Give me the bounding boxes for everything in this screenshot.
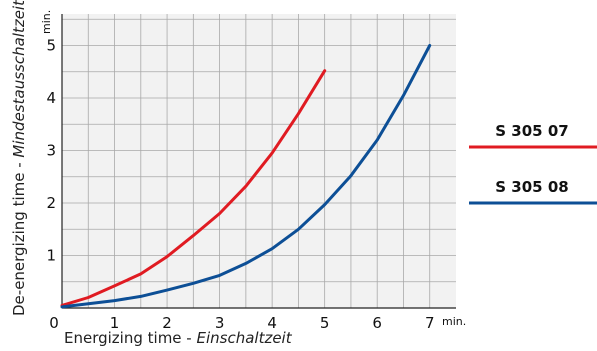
y-tick-label-4: 4	[46, 89, 56, 107]
grid	[62, 14, 456, 308]
series-line-1	[60, 44, 432, 309]
x-axis-title: Energizing time - Einschaltzeit	[64, 329, 293, 347]
x-unit-label: min.	[442, 315, 466, 328]
y-axis-title-main: De-energizing time -	[10, 158, 28, 316]
y-unit-label: min.	[40, 10, 53, 34]
x-tick-label-2: 2	[162, 314, 172, 332]
y-tick-label-5: 5	[46, 37, 56, 55]
y-tick-label-2: 2	[46, 194, 56, 212]
x-axis-title-italic: Einschaltzeit	[196, 329, 292, 347]
x-axis-title-main: Energizing time -	[64, 329, 196, 347]
series-lines	[60, 44, 432, 309]
x-tick-label-4: 4	[267, 314, 277, 332]
y-axis-title: De-energizing time - Mindestausschaltzei…	[10, 0, 28, 316]
x-tick-label-0: 0	[49, 314, 59, 332]
x-tick-label-1: 1	[110, 314, 120, 332]
x-tick-label-6: 6	[372, 314, 382, 332]
series-line-0	[60, 69, 327, 307]
x-tick-label-7: 7	[425, 314, 435, 332]
axes	[61, 14, 456, 309]
legend: S 305 07 S 305 08	[469, 122, 597, 205]
y-axis-title-italic: Mindestausschaltzeit	[10, 0, 28, 158]
plot-area	[62, 14, 456, 308]
y-tick-labels: 1 2 3 4 5	[46, 37, 56, 265]
legend-label-s30508: S 305 08	[495, 178, 568, 196]
x-tick-labels: 0 1 2 3 4 5 6 7	[49, 314, 434, 332]
x-tick-label-5: 5	[320, 314, 330, 332]
y-tick-label-1: 1	[46, 247, 56, 265]
y-tick-label-3: 3	[46, 142, 56, 160]
legend-label-s30507: S 305 07	[495, 122, 568, 140]
x-tick-label-3: 3	[215, 314, 225, 332]
